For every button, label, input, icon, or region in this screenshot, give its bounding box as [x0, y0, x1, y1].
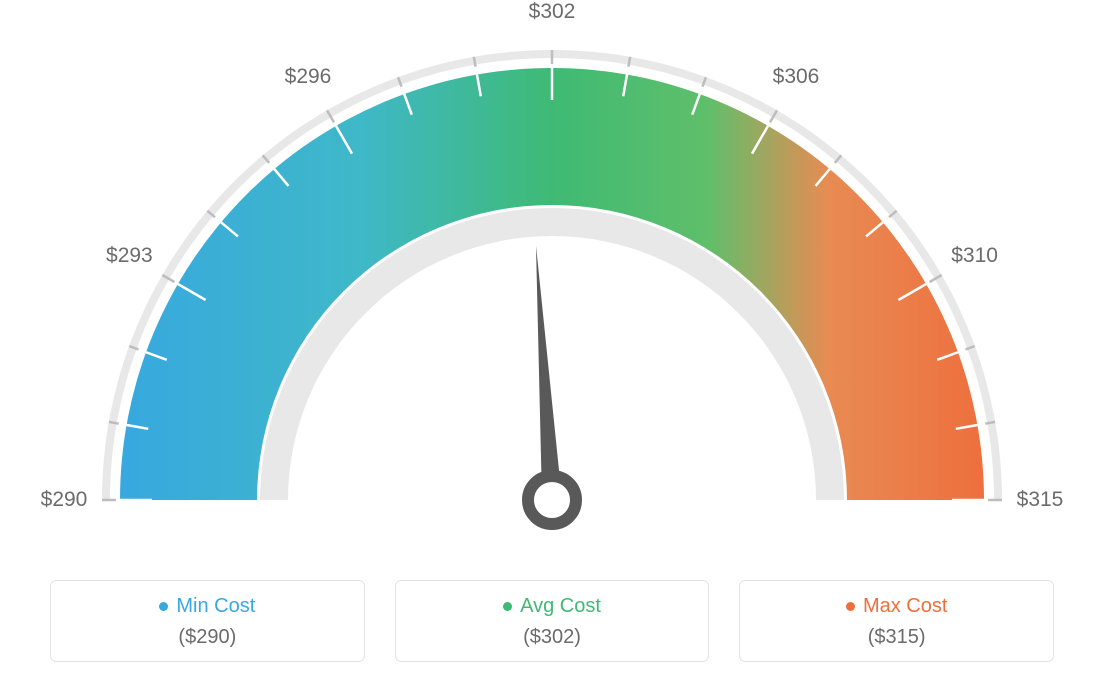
- legend-min-value: ($290): [51, 626, 364, 649]
- gauge-tick-label: $315: [1017, 488, 1064, 512]
- gauge-tick-label: $310: [951, 244, 998, 268]
- legend-min-cost: Min Cost ($290): [50, 580, 365, 662]
- legend-min-title: Min Cost: [159, 595, 255, 618]
- legend-avg-cost: Avg Cost ($302): [395, 580, 710, 662]
- gauge-tick-label: $290: [41, 488, 88, 512]
- legend-row: Min Cost ($290) Avg Cost ($302) Max Cost…: [0, 580, 1104, 662]
- gauge-tick-label: $306: [773, 65, 820, 89]
- legend-max-cost: Max Cost ($315): [739, 580, 1054, 662]
- legend-max-label: Max Cost: [863, 595, 947, 618]
- gauge-tick-label: $302: [529, 0, 576, 24]
- legend-min-label: Min Cost: [176, 595, 255, 618]
- gauge-area: $290 $293 $296 $302 $306 $310 $315: [0, 0, 1104, 560]
- gauge-tick-label: $296: [285, 65, 332, 89]
- legend-avg-title: Avg Cost: [503, 595, 601, 618]
- legend-avg-value: ($302): [396, 626, 709, 649]
- gauge-tick-label: $293: [106, 244, 153, 268]
- legend-avg-label: Avg Cost: [520, 595, 601, 618]
- legend-max-title: Max Cost: [846, 595, 947, 618]
- cost-gauge-chart: $290 $293 $296 $302 $306 $310 $315 Min Cost ($…: [0, 0, 1104, 690]
- legend-max-value: ($315): [740, 626, 1053, 649]
- legend-dot-max: [846, 602, 855, 611]
- gauge-svg: [0, 0, 1104, 560]
- legend-dot-avg: [503, 602, 512, 611]
- legend-dot-min: [159, 602, 168, 611]
